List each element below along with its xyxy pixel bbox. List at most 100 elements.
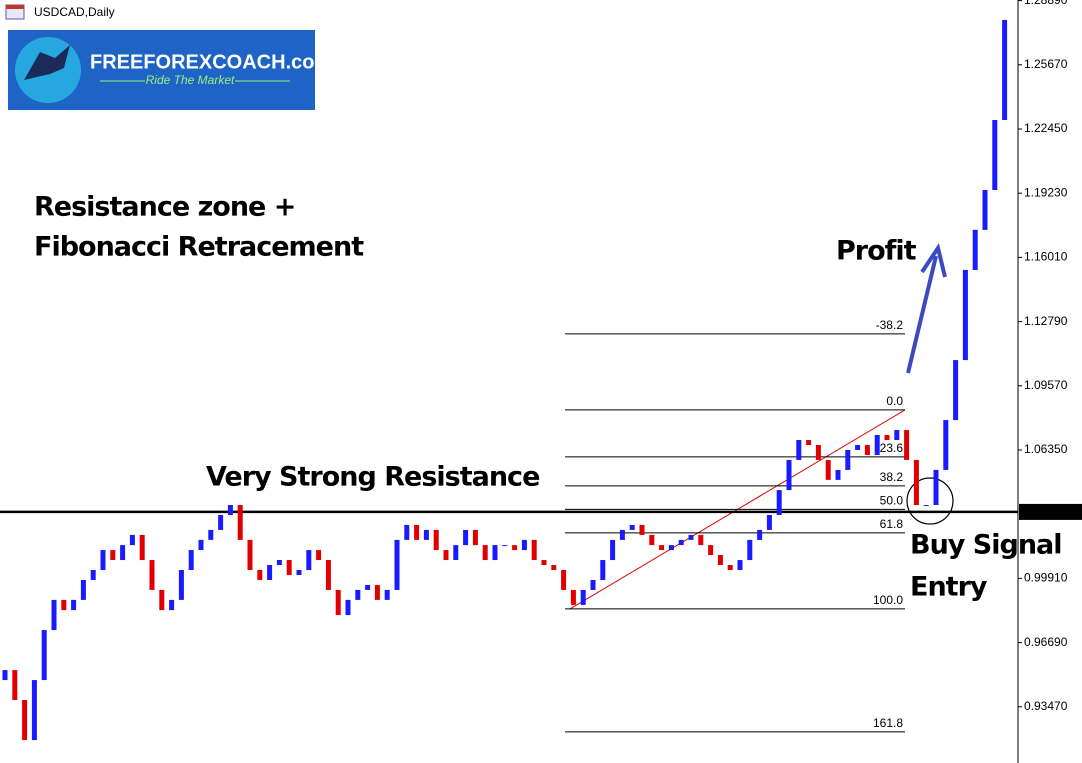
candle	[512, 545, 518, 551]
candle	[835, 469, 841, 480]
candle	[247, 539, 253, 571]
annotation: Buy Signal	[910, 530, 1062, 561]
candle	[414, 524, 420, 540]
candle	[845, 449, 851, 470]
candle	[894, 430, 900, 441]
candle	[61, 599, 67, 611]
candle	[345, 599, 351, 616]
candle	[521, 539, 527, 551]
candle	[884, 435, 890, 441]
candle	[423, 529, 429, 540]
profit-arrow	[906, 243, 947, 374]
candle	[120, 545, 126, 561]
fib-level-label: 100.0	[873, 593, 903, 607]
candle	[227, 505, 233, 515]
logo-rider	[24, 45, 70, 80]
annotation: Very Strong Resistance	[206, 462, 539, 493]
candle	[129, 534, 135, 546]
y-tick-label: 1.12790	[1024, 314, 1068, 328]
candle	[51, 599, 57, 631]
y-tick-label: 1.06350	[1024, 442, 1068, 456]
candle	[453, 545, 459, 561]
candle	[2, 670, 8, 681]
window-title: USDCAD,Daily	[34, 5, 115, 19]
logo-name: FREEFOREXCOACH.com	[90, 51, 332, 73]
candle	[982, 190, 988, 230]
y-tick-label: 1.25670	[1024, 57, 1068, 71]
candle	[110, 550, 116, 561]
y-tick-label: 1.19230	[1024, 185, 1068, 199]
candle	[178, 570, 184, 600]
candle	[31, 680, 37, 741]
candle	[953, 360, 959, 421]
candle	[41, 630, 47, 681]
fib-level-label: 23.6	[880, 441, 904, 455]
candle	[727, 565, 733, 571]
candle	[904, 430, 910, 460]
candle	[874, 435, 880, 455]
current-price-label: 1.03244	[1024, 504, 1068, 518]
candle	[218, 514, 224, 530]
candle	[561, 570, 567, 590]
fib-level-label: 61.8	[880, 517, 904, 531]
annotation: Entry	[910, 572, 988, 603]
logo-tagline: Ride The Market	[146, 73, 235, 87]
candle	[708, 545, 714, 556]
candle	[472, 529, 478, 546]
candle	[276, 560, 282, 566]
candle	[374, 584, 380, 600]
candle	[551, 565, 557, 571]
candle	[482, 545, 488, 561]
y-tick-label: 1.22450	[1024, 121, 1068, 135]
candle	[316, 550, 322, 561]
candle	[737, 560, 743, 571]
candle	[610, 539, 616, 561]
candle	[149, 560, 155, 590]
candle	[90, 570, 96, 580]
candle	[208, 529, 214, 540]
candle	[806, 440, 812, 446]
candle	[335, 589, 341, 616]
y-tick-label: 1.09570	[1024, 378, 1068, 392]
candle	[169, 599, 175, 611]
candle	[71, 599, 77, 611]
window-icon	[5, 4, 25, 20]
candle	[913, 459, 919, 506]
candle	[766, 514, 772, 530]
candle	[139, 534, 145, 561]
candle	[668, 545, 674, 551]
candle	[639, 524, 645, 535]
candle	[933, 469, 939, 506]
fib-level-label: 50.0	[880, 494, 904, 508]
candle	[1002, 19, 1008, 121]
candle	[796, 440, 802, 460]
annotation: Fibonacci Retracement	[34, 232, 364, 263]
candle	[923, 505, 929, 507]
candle	[698, 534, 704, 546]
candle	[80, 579, 86, 600]
candle	[815, 445, 821, 460]
candle	[962, 269, 968, 361]
candle	[580, 589, 586, 605]
candle	[159, 589, 165, 611]
candle	[198, 539, 204, 551]
candle	[757, 529, 763, 540]
candle	[286, 560, 292, 575]
candle	[463, 529, 469, 546]
fib-level-label: 0.0	[886, 394, 903, 408]
candle	[619, 529, 625, 540]
candle	[355, 589, 361, 600]
candle	[188, 550, 194, 571]
y-tick-label: 1.28890	[1024, 0, 1068, 7]
candle	[541, 560, 547, 566]
fib-level-label: -38.2	[876, 318, 904, 332]
entry-circle	[906, 477, 954, 525]
candle	[629, 524, 635, 530]
candle	[100, 550, 106, 571]
candle	[22, 699, 28, 741]
candle	[365, 584, 371, 590]
candle	[972, 229, 978, 270]
candle	[943, 420, 949, 470]
